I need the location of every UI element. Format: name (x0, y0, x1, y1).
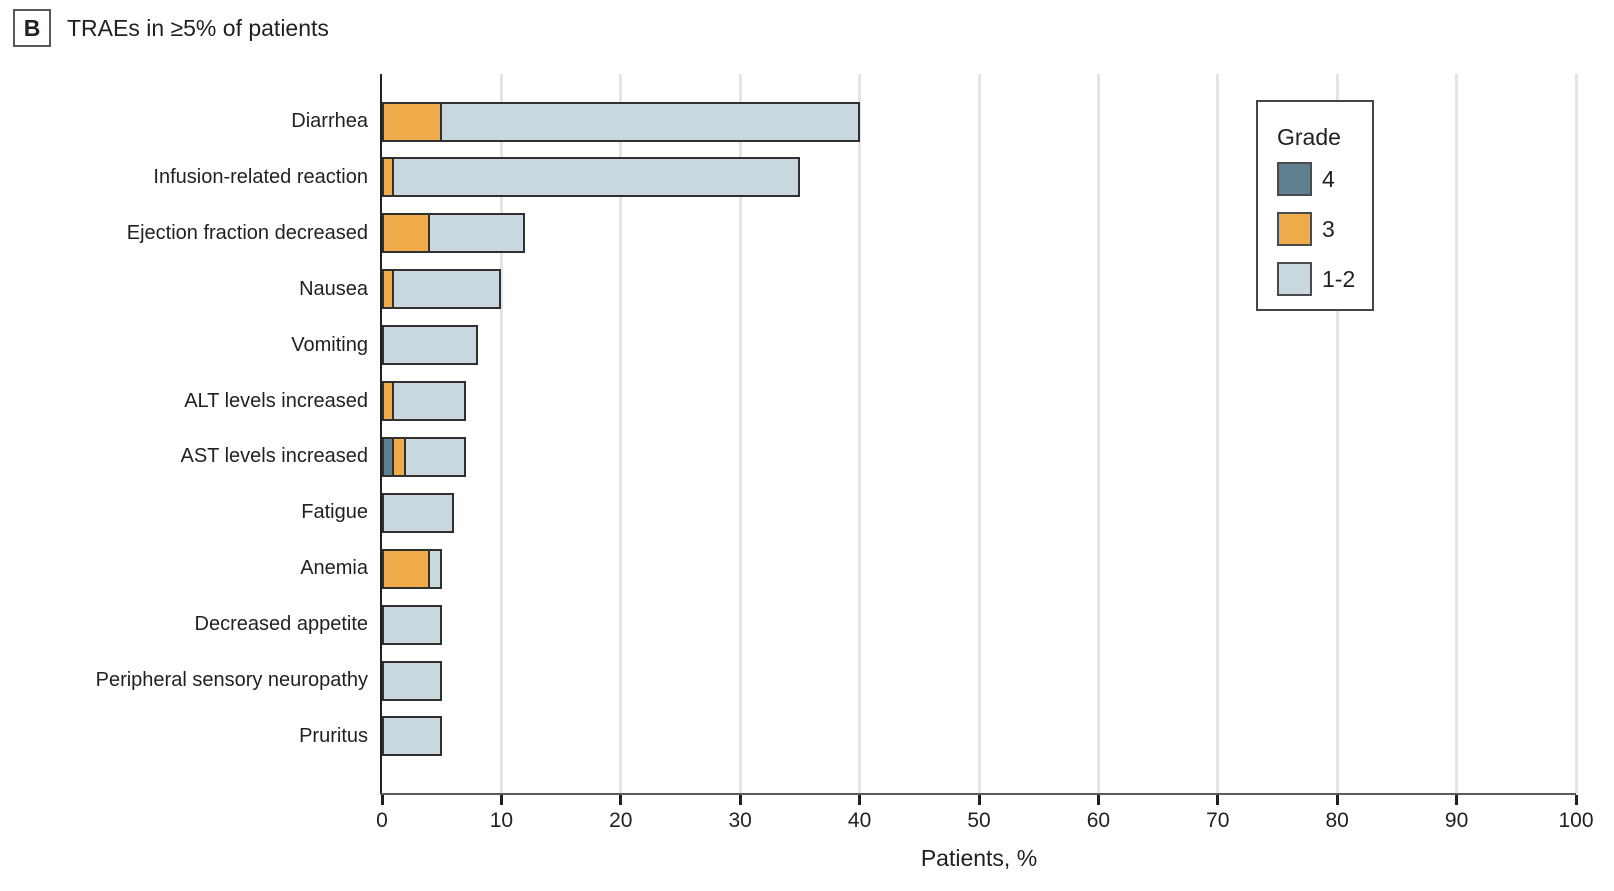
category-label: Peripheral sensory neuropathy (95, 669, 368, 691)
category-label: Pruritus (299, 724, 368, 747)
gridline-90 (1455, 74, 1459, 793)
x-tick-40 (858, 795, 862, 805)
x-tick-0 (380, 795, 384, 805)
gridline-70 (1216, 74, 1220, 793)
grade-4-swatch (1277, 162, 1312, 196)
y-axis-line (380, 74, 382, 795)
category-label: AST levels increased (180, 445, 369, 468)
grade-1-2-swatch (1277, 262, 1312, 296)
x-tick-label-40: 40 (847, 809, 872, 832)
x-tick-label-70: 70 (1206, 809, 1230, 832)
category-label: Fatigue (301, 501, 368, 524)
x-tick-label-20: 20 (609, 809, 633, 832)
gridline-80 (1335, 74, 1339, 793)
gridline-30 (738, 74, 742, 793)
category-label: Diarrhea (291, 110, 368, 132)
bar-segment-grade-1-2 (403, 436, 466, 477)
x-tick-label-0: 0 (376, 809, 388, 832)
legend-entry-grade-1-2: 1-2 (1277, 262, 1355, 296)
bar-segment-grade-3 (382, 101, 442, 142)
x-tick-70 (1216, 795, 1220, 805)
bar-segment-grade-1-2 (382, 325, 478, 366)
legend-box: Grade 4 3 1-2 (1256, 100, 1374, 311)
legend-entry-grade-4: 4 (1277, 162, 1335, 196)
bar-segment-grade-1-2 (391, 269, 502, 310)
legend-label: 3 (1322, 215, 1335, 242)
x-tick-30 (738, 795, 742, 805)
x-axis-title: Patients, % (920, 845, 1038, 871)
bar-segment-grade-1-2 (391, 157, 800, 198)
category-label: ALT levels increased (184, 389, 368, 412)
x-tick-label-10: 10 (489, 809, 514, 832)
gridline-100 (1574, 74, 1578, 793)
gridline-50 (977, 74, 981, 793)
bar-segment-grade-1-2 (427, 548, 442, 589)
x-tick-20 (619, 795, 623, 805)
x-tick-label-60: 60 (1086, 809, 1111, 832)
bar-segment-grade-1-2 (391, 381, 466, 421)
x-tick-90 (1455, 795, 1459, 805)
x-tick-50 (977, 795, 981, 805)
x-tick-label-30: 30 (728, 809, 752, 832)
category-label: Vomiting (291, 333, 368, 356)
x-tick-60 (1096, 795, 1100, 805)
gridline-60 (1096, 74, 1100, 793)
category-label: Infusion-related reaction (153, 165, 368, 188)
x-tick-10 (499, 795, 503, 805)
panel-header: B TRAEs in ≥5% of patients (13, 9, 329, 47)
bar-segment-grade-1-2 (427, 213, 526, 254)
bar-segment-grade-1-2 (382, 660, 442, 701)
panel-letter-badge: B (13, 9, 51, 47)
x-tick-label-90: 90 (1444, 809, 1469, 832)
bar-segment-grade-1-2 (382, 716, 442, 757)
bar-segment-grade-3 (382, 213, 430, 254)
category-label: Decreased appetite (194, 613, 368, 636)
bar-segment-grade-1-2 (382, 492, 454, 533)
legend-label: 4 (1322, 165, 1335, 192)
gridline-20 (619, 74, 623, 793)
x-tick-100 (1574, 795, 1578, 805)
x-tick-label-80: 80 (1325, 809, 1349, 832)
bar-segment-grade-1-2 (439, 101, 860, 142)
gridline-40 (858, 74, 862, 793)
grade-3-swatch (1277, 212, 1312, 246)
legend-label: 1-2 (1322, 265, 1356, 292)
gridline-10 (499, 74, 503, 793)
x-axis-line (380, 793, 1576, 795)
category-label: Anemia (300, 557, 368, 580)
category-label: Ejection fraction decreased (126, 221, 368, 244)
legend-entry-grade-3: 3 (1277, 212, 1335, 246)
bar-segment-grade-1-2 (382, 604, 442, 645)
x-tick-label-100: 100 (1558, 809, 1594, 832)
x-tick-label-50: 50 (967, 809, 991, 832)
category-label: Nausea (299, 277, 368, 300)
legend-title: Grade (1277, 124, 1341, 150)
bar-segment-grade-3 (382, 548, 430, 589)
panel-title: TRAEs in ≥5% of patients (67, 14, 329, 41)
x-tick-80 (1335, 795, 1339, 805)
